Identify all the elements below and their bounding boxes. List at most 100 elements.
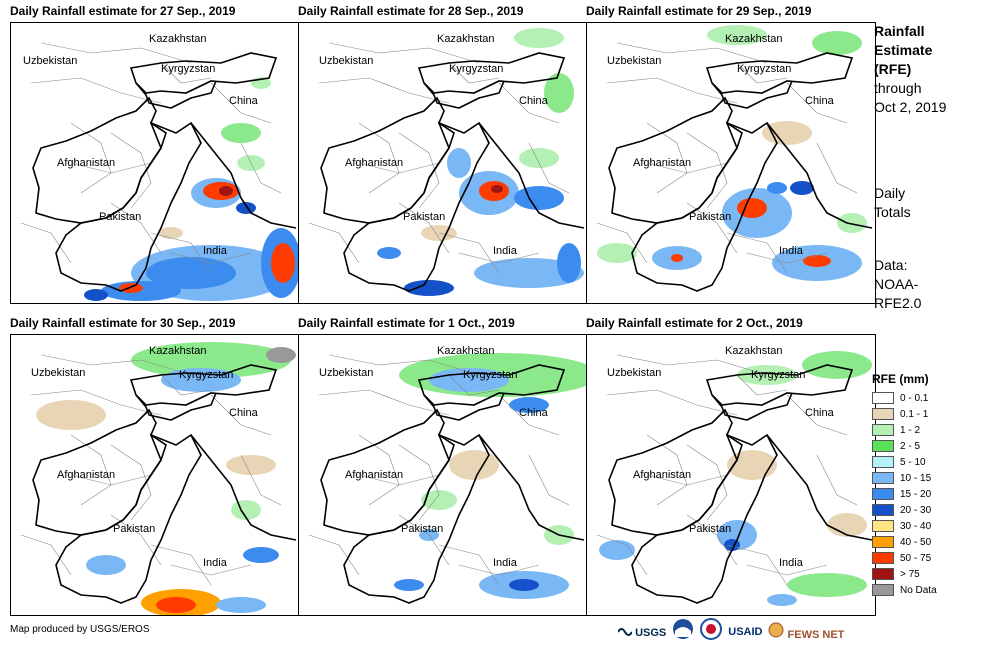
legend-label: 30 - 40 [900, 520, 932, 532]
label-pakistan: Pakistan [401, 523, 444, 535]
legend-label: 40 - 50 [900, 536, 932, 548]
daily-line: Daily [874, 185, 906, 201]
legend-label: > 75 [900, 568, 920, 580]
legend-swatch [872, 440, 894, 452]
legend-swatch [872, 568, 894, 580]
label-uzbekistan: Uzbekistan [319, 367, 374, 379]
side-subtitle-line: through [874, 80, 922, 96]
data-source-note: Data: NOAA- RFE2.0 [874, 256, 921, 313]
label-kazakhstan: Kazakhstan [149, 345, 207, 357]
label-kyrgyzstan: Kyrgyzstan [449, 63, 504, 75]
nasa-seal-icon [700, 618, 723, 645]
usgs-logo: USGS [617, 624, 667, 639]
usgs-wave-icon [617, 628, 633, 636]
legend-item: 10 - 15 [872, 470, 937, 486]
label-china: China [229, 95, 258, 107]
usgs-logo-text: USGS [635, 627, 667, 639]
legend-swatch [872, 472, 894, 484]
map-credit: Map produced by USGS/EROS [10, 624, 150, 635]
legend-item: 20 - 30 [872, 502, 937, 518]
rainfall-map: Kazakhstan Uzbekistan Kyrgyzstan China A… [298, 334, 588, 616]
map-panel-2: Daily Rainfall estimate for 28 Sep., 201… [298, 4, 588, 304]
legend-label: 0 - 0.1 [900, 392, 929, 404]
fewsnet-logo: FEWS NET [768, 622, 844, 641]
rainfall-legend: RFE (mm) 0 - 0.1 0.1 - 1 1 - 2 2 - 5 5 - 10 1… [872, 372, 937, 598]
side-title: Rainfall Estimate (RFE) through Oct 2, 2… [874, 22, 946, 117]
label-kyrgyzstan: Kyrgyzstan [179, 369, 234, 381]
legend-swatch [872, 392, 894, 404]
label-pakistan: Pakistan [403, 211, 446, 223]
agency-logos: USGS USAID FEWS NET [617, 618, 844, 645]
label-afghanistan: Afghanistan [345, 157, 404, 169]
legend-label: 50 - 75 [900, 552, 932, 564]
map-panel-3: Daily Rainfall estimate for 29 Sep., 201… [586, 4, 876, 304]
data-line: RFE2.0 [874, 295, 922, 311]
map-panel-5: Daily Rainfall estimate for 1 Oct., 2019… [298, 316, 588, 616]
label-kazakhstan: Kazakhstan [149, 33, 207, 45]
label-afghanistan: Afghanistan [633, 469, 692, 481]
rainfall-map: Kazakhstan Uzbekistan Kyrgyzstan China A… [586, 334, 876, 616]
panel-title: Daily Rainfall estimate for 30 Sep., 201… [10, 316, 236, 330]
legend-item: 0.1 - 1 [872, 406, 937, 422]
label-india: India [493, 557, 517, 569]
label-uzbekistan: Uzbekistan [607, 367, 662, 379]
label-kyrgyzstan: Kyrgyzstan [737, 63, 792, 75]
label-pakistan: Pakistan [689, 523, 732, 535]
label-pakistan: Pakistan [113, 523, 156, 535]
label-pakistan: Pakistan [689, 211, 732, 223]
legend-swatch [872, 424, 894, 436]
legend-swatch [872, 520, 894, 532]
rainfall-map: Kazakhstan Uzbekistan Kyrgyzstan China A… [10, 22, 300, 304]
legend-swatch [872, 584, 894, 596]
legend-item: 0 - 0.1 [872, 390, 937, 406]
label-china: China [229, 407, 258, 419]
daily-totals-note: Daily Totals [874, 184, 911, 222]
legend-item: 2 - 5 [872, 438, 937, 454]
label-afghanistan: Afghanistan [633, 157, 692, 169]
label-kyrgyzstan: Kyrgyzstan [463, 369, 518, 381]
label-afghanistan: Afghanistan [57, 157, 116, 169]
side-title-line: (RFE) [874, 61, 912, 77]
label-afghanistan: Afghanistan [57, 469, 116, 481]
panel-title: Daily Rainfall estimate for 27 Sep., 201… [10, 4, 236, 18]
map-panel-1: Daily Rainfall estimate for 27 Sep., 201… [10, 4, 300, 304]
legend-title: RFE (mm) [872, 372, 929, 386]
legend-swatch [872, 408, 894, 420]
legend-item: 15 - 20 [872, 486, 937, 502]
label-uzbekistan: Uzbekistan [607, 55, 662, 67]
label-china: China [519, 407, 548, 419]
legend-item: No Data [872, 582, 937, 598]
panel-title: Daily Rainfall estimate for 2 Oct., 2019 [586, 316, 803, 330]
label-uzbekistan: Uzbekistan [31, 367, 86, 379]
label-kyrgyzstan: Kyrgyzstan [161, 63, 216, 75]
label-china: China [519, 95, 548, 107]
legend-swatch [872, 552, 894, 564]
label-uzbekistan: Uzbekistan [319, 55, 374, 67]
daily-line: Totals [874, 204, 911, 220]
legend-label: 20 - 30 [900, 504, 932, 516]
rainfall-map: Kazakhstan Uzbekistan Kyrgyzstan China A… [586, 22, 876, 304]
rainfall-map: Kazakhstan Uzbekistan Kyrgyzstan China A… [10, 334, 300, 616]
data-line: NOAA- [874, 276, 919, 292]
legend-swatch [872, 488, 894, 500]
legend-item: 5 - 10 [872, 454, 937, 470]
legend-label: 5 - 10 [900, 456, 926, 468]
label-kazakhstan: Kazakhstan [437, 345, 495, 357]
legend-item: 30 - 40 [872, 518, 937, 534]
panel-title: Daily Rainfall estimate for 29 Sep., 201… [586, 4, 812, 18]
legend-label: 2 - 5 [900, 440, 921, 452]
legend-label: 0.1 - 1 [900, 408, 929, 420]
side-subtitle-line: Oct 2, 2019 [874, 99, 947, 115]
label-pakistan: Pakistan [99, 211, 142, 223]
noaa-logo-icon [672, 618, 694, 645]
label-kazakhstan: Kazakhstan [725, 345, 783, 357]
label-afghanistan: Afghanistan [345, 469, 404, 481]
side-title-line: Estimate [874, 42, 933, 58]
map-panel-6: Daily Rainfall estimate for 2 Oct., 2019… [586, 316, 876, 616]
label-china: China [805, 95, 834, 107]
label-kazakhstan: Kazakhstan [437, 33, 495, 45]
fewsnet-globe-icon [768, 622, 784, 638]
label-india: India [203, 245, 227, 257]
legend-label: No Data [900, 584, 937, 596]
label-india: India [203, 557, 227, 569]
